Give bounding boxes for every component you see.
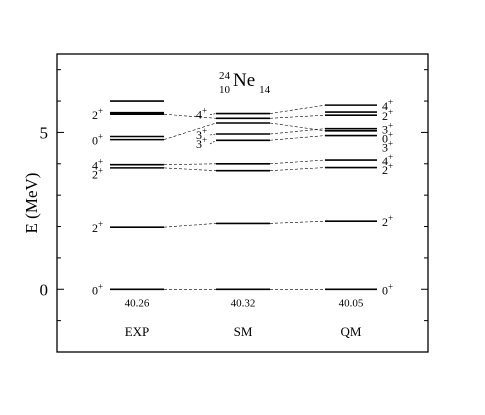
mass-number: 24 [219,70,231,82]
spin-leader [209,133,217,136]
spin-label: 4+ [92,157,103,173]
y-axis-label: E (MeV) [22,173,41,234]
connection-line [163,163,217,166]
connection-line [269,122,326,132]
spin-label: 2+ [382,213,393,229]
neutron-number: 14 [259,84,271,96]
ground-state-qm: 40.05 [339,297,364,309]
spin-label: 0+ [92,132,103,148]
connection-line [269,159,326,165]
plot-frame [56,53,429,353]
model-label-qm: QM [341,324,362,339]
model-label-sm: SM [234,324,253,339]
element-symbol: Ne [233,70,255,91]
ground-state-exp: 40.26 [125,297,150,309]
spin-label: 3+ [196,135,207,151]
spin-labels: 2+0+4+2+2+0+4+3+3+4+2+3+0+3+4+2+2+0+ [92,97,393,297]
spin-label: 2+ [92,166,103,182]
spin-leader [209,140,217,145]
level-connections [163,104,326,290]
connection-line [269,135,326,141]
spin-label: 4+ [196,106,207,122]
connection-line [163,113,217,119]
spin-label: 0+ [382,130,393,146]
atomic-number: 10 [219,84,231,96]
spin-label: 0+ [92,281,103,297]
energy-levels [110,100,377,291]
spin-label: 2+ [92,106,103,122]
spin-label: 2+ [382,161,393,177]
y-tick-label: 5 [40,123,49,142]
spin-label: 3+ [382,121,393,137]
spin-label: 4+ [382,97,393,113]
spin-label: 0+ [382,281,393,297]
connection-line [269,167,326,171]
spin-label: 3+ [196,126,207,142]
connection-line [269,104,326,114]
model-label-exp: EXP [125,324,150,339]
axis-ticks [57,69,428,322]
y-tick-label: 0 [40,280,49,299]
model-labels: EXP SM QM [125,324,362,339]
nucleus-title: 24 10 Ne 14 [219,66,271,97]
y-tick-labels: 05 [40,123,49,299]
connection-line [163,167,217,171]
spin-label: 2+ [382,107,393,123]
spin-label: 4+ [382,152,393,168]
ground-state-energies: 40.26 40.32 40.05 [125,297,364,309]
connection-line [163,223,217,228]
spin-label: 3+ [382,139,393,155]
connection-line [269,114,326,119]
connection-line [269,220,326,224]
connection-line [163,122,217,140]
spin-label: 2+ [92,219,103,235]
spin-leader [209,113,217,115]
ground-state-sm: 40.32 [231,297,256,309]
